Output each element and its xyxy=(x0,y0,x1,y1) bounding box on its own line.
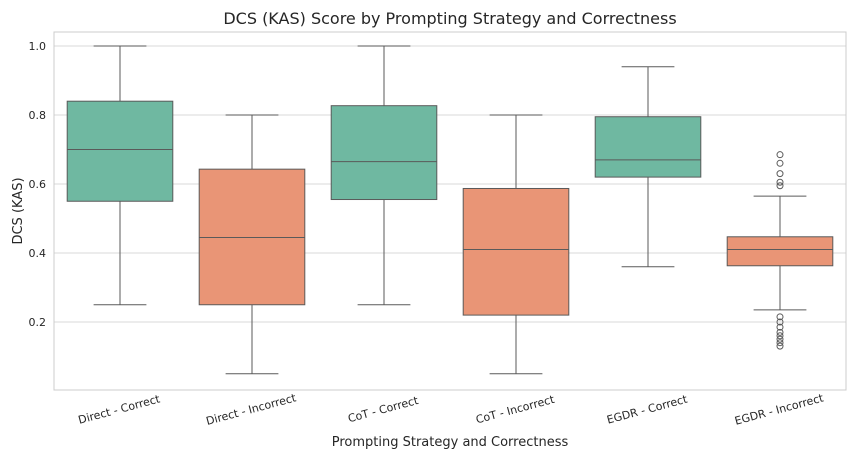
y-tick-label: 1.0 xyxy=(29,40,47,53)
box-iqr xyxy=(66,100,174,202)
outlier-point xyxy=(776,318,784,326)
box-series xyxy=(66,45,834,375)
outlier-point xyxy=(776,332,784,340)
chart-title: DCS (KAS) Score by Prompting Strategy an… xyxy=(223,9,676,28)
outlier-point xyxy=(776,339,784,347)
x-tick-label: EGDR - Incorrect xyxy=(733,391,825,427)
outlier-point xyxy=(776,170,784,178)
y-axis-label: DCS (KAS) xyxy=(11,177,26,244)
y-tick-label: 0.6 xyxy=(29,178,47,191)
x-axis-ticks: Direct - Correct Direct - Incorrect CoT - … xyxy=(77,391,826,428)
box-group xyxy=(726,151,834,350)
box-iqr xyxy=(462,187,570,316)
plot-frame xyxy=(53,31,847,391)
x-axis-label: Prompting Strategy and Correctness xyxy=(332,435,569,450)
box-group xyxy=(462,114,570,375)
outlier-point xyxy=(776,178,784,186)
x-tick-label: EGDR - Correct xyxy=(605,392,689,426)
box-group xyxy=(66,45,174,306)
outlier-point xyxy=(776,323,784,331)
grid-lines xyxy=(54,45,846,323)
box-iqr xyxy=(594,116,702,178)
outlier-point xyxy=(776,159,784,167)
x-tick-label: CoT - Incorrect xyxy=(474,393,556,427)
y-axis-ticks: 0.2 0.4 0.6 0.8 1.0 xyxy=(29,40,47,329)
box-iqr xyxy=(198,168,306,306)
outlier-point xyxy=(776,151,784,159)
y-tick-label: 0.8 xyxy=(29,109,47,122)
outlier-point xyxy=(776,328,784,336)
box-iqr xyxy=(330,105,438,201)
outlier-point xyxy=(776,335,784,343)
box-group xyxy=(198,114,306,375)
y-tick-label: 0.2 xyxy=(29,316,47,329)
outlier-point xyxy=(776,342,784,350)
outlier-point xyxy=(776,182,784,190)
x-tick-label: Direct - Correct xyxy=(77,392,162,426)
outlier-point xyxy=(776,313,784,321)
box-group xyxy=(594,66,702,268)
box-group xyxy=(330,45,438,306)
x-tick-label: CoT - Correct xyxy=(347,394,421,425)
box-iqr xyxy=(726,236,834,267)
y-tick-label: 0.4 xyxy=(29,247,47,260)
x-tick-label: Direct - Incorrect xyxy=(205,391,299,428)
